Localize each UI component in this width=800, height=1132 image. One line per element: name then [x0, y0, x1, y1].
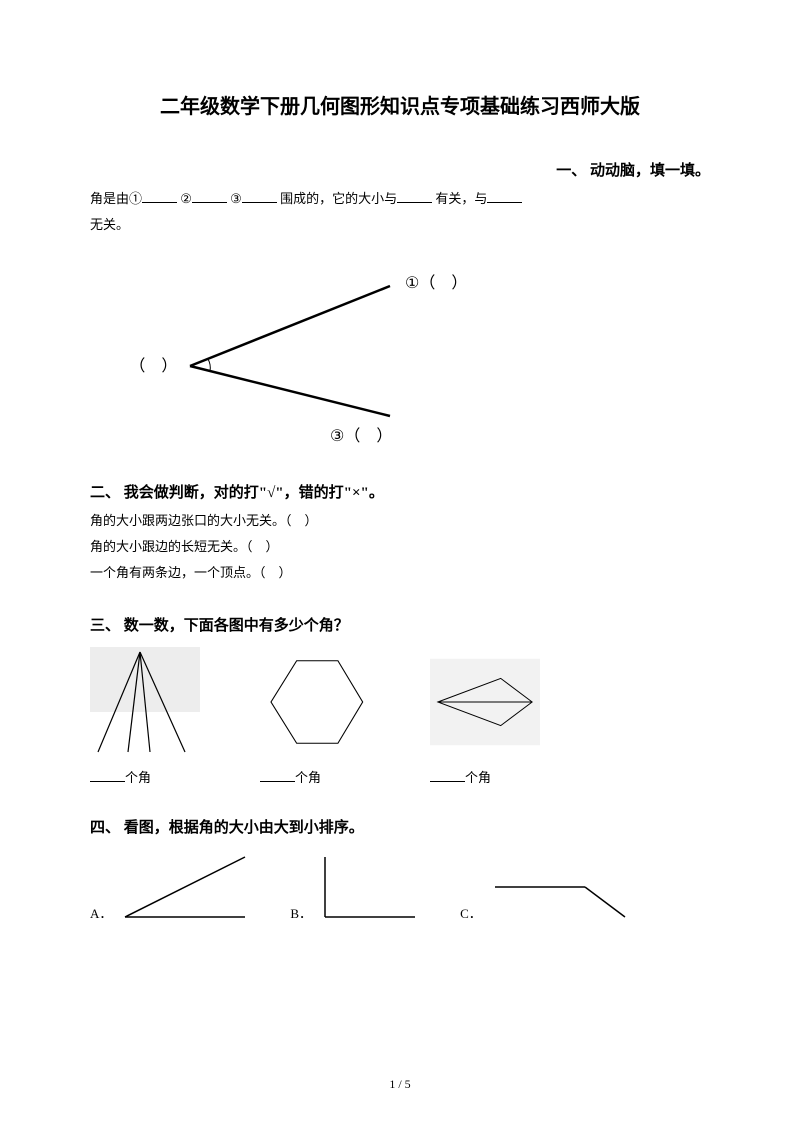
diagram-label-3: ③（ ）: [330, 427, 392, 445]
s1-text-3: ③: [230, 191, 242, 206]
s1-text-5: 有关，与: [435, 191, 487, 206]
shape-2-label: 个角: [260, 767, 321, 786]
section-1-header: 一、 动动脑，填一填。: [90, 159, 710, 180]
shape-3-rhombus: [430, 647, 540, 757]
shape-col-3: 个角: [430, 647, 540, 786]
diagram-label-1: ①（ ）: [405, 274, 467, 292]
angle-b-label: B．: [290, 903, 312, 922]
section-2-header: 二、 我会做判断，对的打"√"，错的打"×"。: [90, 481, 710, 502]
shape-col-1: 个角: [90, 647, 200, 786]
section-2: 二、 我会做判断，对的打"√"，错的打"×"。 角的大小跟两边张口的大小无关。（…: [90, 481, 710, 584]
blank-5[interactable]: [487, 189, 522, 203]
angles-row: A． B． C．: [90, 852, 710, 922]
blank-s3-1[interactable]: [90, 768, 125, 782]
section-1: 一、 动动脑，填一填。 角是由① ② ③ 围成的，它的大小与 有关，与 无关。 …: [90, 159, 710, 451]
shape-col-2: 个角: [260, 647, 370, 786]
s2-item-3: 一个角有两条边，一个顶点。（ ）: [90, 562, 710, 584]
angle-a-label: A．: [90, 903, 112, 922]
section-3: 三、 数一数，下面各图中有多少个角？ 个角: [90, 614, 710, 786]
shape-2-hexagon: [260, 647, 370, 757]
section-3-header: 三、 数一数，下面各图中有多少个角？: [90, 614, 710, 635]
s1-text-1: 角是由①: [90, 191, 142, 206]
section-4: 四、 看图，根据角的大小由大到小排序。 A． B． C．: [90, 816, 710, 922]
blank-3[interactable]: [242, 189, 277, 203]
shape-1-label: 个角: [90, 767, 151, 786]
s2-item-2: 角的大小跟边的长短无关。（ ）: [90, 536, 710, 558]
blank-s3-3[interactable]: [430, 768, 465, 782]
angle-diagram: ①（ ） ②（ ） ③（ ）: [130, 266, 710, 451]
angle-a: A．: [90, 852, 250, 922]
blank-4[interactable]: [397, 189, 432, 203]
section-4-header: 四、 看图，根据角的大小由大到小排序。: [90, 816, 710, 837]
blank-s3-2[interactable]: [260, 768, 295, 782]
angle-c-label: C．: [460, 903, 482, 922]
page-footer: 1 / 5: [0, 1077, 800, 1092]
angle-c: C．: [460, 852, 630, 922]
blank-1[interactable]: [142, 189, 177, 203]
section-1-fill: 角是由① ② ③ 围成的，它的大小与 有关，与: [90, 188, 710, 210]
s1-line2: 无关。: [90, 214, 710, 236]
s2-item-1: 角的大小跟两边张口的大小无关。（ ）: [90, 510, 710, 532]
blank-2[interactable]: [192, 189, 227, 203]
shape-1-fan: [90, 647, 200, 757]
s1-text-2: ②: [180, 191, 192, 206]
page-title: 二年级数学下册几何图形知识点专项基础练习西师大版: [90, 90, 710, 119]
shape-3-label: 个角: [430, 767, 491, 786]
diagram-label-2: ②（ ）: [130, 357, 177, 375]
s1-text-4: 围成的，它的大小与: [280, 191, 397, 206]
angle-b: B．: [290, 852, 420, 922]
shapes-row: 个角 个角 个角: [90, 647, 710, 786]
